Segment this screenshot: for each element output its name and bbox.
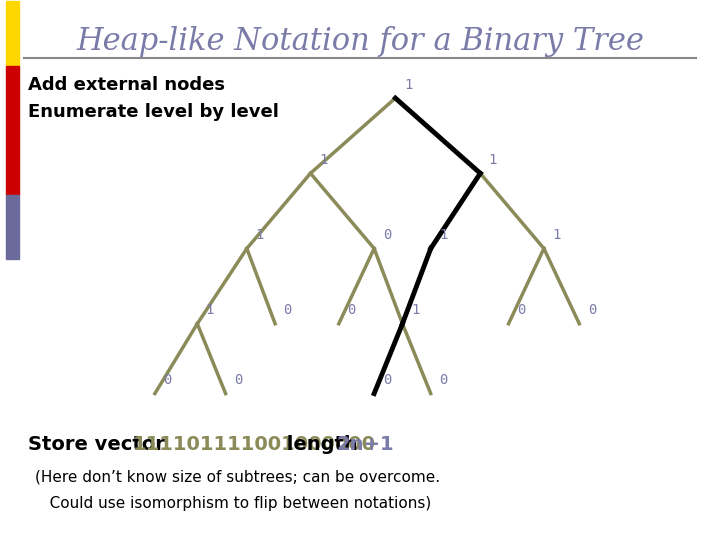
FancyBboxPatch shape [6, 195, 19, 259]
Text: Enumerate level by level: Enumerate level by level [27, 103, 279, 120]
Text: 1: 1 [404, 78, 413, 92]
Text: 0: 0 [284, 303, 292, 318]
Text: Store vector: Store vector [27, 435, 171, 454]
Text: (Here don’t know size of subtrees; can be overcome.: (Here don’t know size of subtrees; can b… [35, 469, 440, 484]
FancyBboxPatch shape [6, 66, 19, 130]
Text: length: length [279, 435, 357, 454]
Text: 0: 0 [517, 303, 526, 318]
Text: Add external nodes: Add external nodes [27, 76, 225, 93]
Text: 0: 0 [234, 373, 243, 387]
Text: 0: 0 [347, 303, 356, 318]
FancyBboxPatch shape [6, 2, 19, 66]
Text: Heap-like Notation for a Binary Tree: Heap-like Notation for a Binary Tree [76, 25, 644, 57]
Text: 1: 1 [256, 228, 264, 242]
Text: 0: 0 [382, 228, 391, 242]
Text: 0: 0 [588, 303, 596, 318]
Text: 1: 1 [411, 303, 419, 318]
Text: 2n+1: 2n+1 [337, 435, 395, 454]
Text: 0: 0 [163, 373, 172, 387]
FancyBboxPatch shape [6, 130, 19, 195]
Text: Could use isomorphism to flip between notations): Could use isomorphism to flip between no… [35, 496, 431, 511]
Text: 1: 1 [206, 303, 214, 318]
Text: 1: 1 [319, 153, 328, 167]
Text: 1: 1 [489, 153, 497, 167]
Text: 1: 1 [439, 228, 448, 242]
Text: 0: 0 [439, 373, 448, 387]
Text: 0: 0 [382, 373, 391, 387]
Text: 1: 1 [552, 228, 561, 242]
Text: 111101111001000000: 111101111001000000 [133, 435, 377, 454]
